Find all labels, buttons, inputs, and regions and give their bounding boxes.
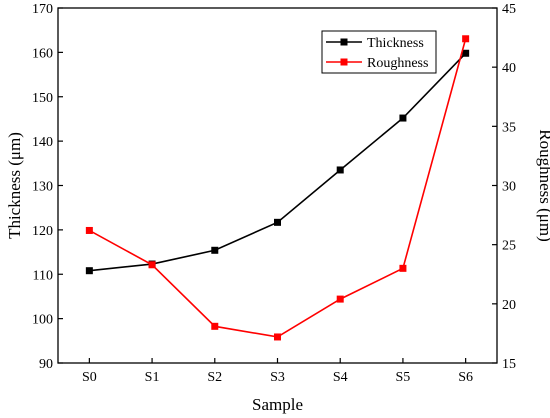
- y-right-tick-label: 25: [502, 239, 516, 254]
- legend-label-thickness: Thickness: [367, 36, 424, 51]
- data-point-roughness: [336, 295, 344, 303]
- x-tick-label: S2: [207, 370, 222, 385]
- y-left-tick-label: 160: [32, 46, 53, 61]
- y-right-tick-label: 45: [502, 2, 516, 17]
- data-point-roughness: [148, 261, 156, 269]
- legend-marker-thickness: [340, 38, 348, 46]
- series-line-thickness: [89, 52, 467, 272]
- series-layer: [85, 35, 470, 341]
- x-tick-label: S6: [458, 370, 473, 385]
- y-left-tick-label: 110: [33, 268, 53, 283]
- y-left-tick-label: 90: [39, 357, 53, 372]
- y-right-tick-label: 20: [502, 298, 516, 313]
- data-point-thickness: [462, 49, 470, 57]
- x-tick-label: S3: [270, 370, 285, 385]
- y-right-tick-label: 35: [502, 120, 516, 135]
- series-line-roughness: [88, 38, 467, 338]
- x-axis-title: Sample: [252, 395, 303, 414]
- x-tick-label: S4: [333, 370, 348, 385]
- legend-marker-roughness: [340, 58, 348, 66]
- x-tick-label: S0: [82, 370, 97, 385]
- data-point-roughness: [274, 333, 281, 341]
- y-left-tick-label: 150: [32, 91, 53, 106]
- y-left-tick-label: 170: [32, 2, 53, 17]
- y-left-tick-label: 100: [32, 313, 53, 328]
- y-left-tick-label: 120: [32, 224, 53, 239]
- data-point-roughness: [462, 35, 470, 43]
- y-right-tick-label: 40: [502, 61, 516, 76]
- y-right-tick-label: 30: [502, 180, 516, 195]
- axes-layer: S0 S1 S2 S3 S4 S5 S6 90 100 110 120 130 140 150 160 170…: [5, 2, 550, 414]
- data-point-thickness: [211, 246, 219, 254]
- y-left-tick-label: 140: [32, 135, 53, 150]
- legend-label-roughness: Roughness: [367, 56, 428, 71]
- y-left-tick-label: 130: [32, 180, 53, 195]
- data-point-thickness: [85, 267, 93, 275]
- data-point-roughness: [85, 226, 93, 234]
- data-point-thickness: [274, 218, 281, 226]
- data-point-roughness: [399, 264, 407, 272]
- y-right-axis-title: Roughness (μm): [536, 129, 550, 242]
- y-left-axis-title: Thickness (μm): [5, 132, 24, 239]
- data-point-roughness: [211, 322, 219, 330]
- data-point-thickness: [336, 166, 344, 174]
- y-right-tick-label: 15: [502, 357, 516, 372]
- legend-box: [321, 30, 437, 74]
- legend: Thickness Roughness: [321, 30, 437, 74]
- data-point-thickness: [399, 114, 407, 122]
- x-tick-label: S5: [396, 370, 411, 385]
- x-tick-label: S1: [145, 370, 160, 385]
